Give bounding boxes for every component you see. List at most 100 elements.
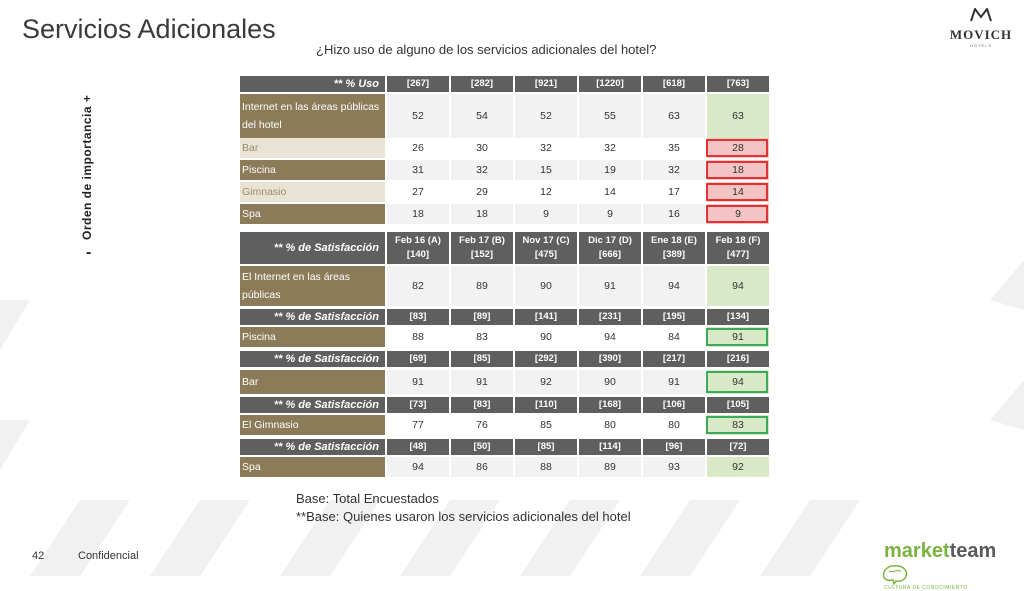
marketteam-tagline: CULTURA DE CONOCIMIENTO	[884, 585, 968, 591]
table-cell: 90	[513, 327, 577, 347]
table-cell: 83	[449, 327, 513, 347]
table-cell: 14	[577, 182, 641, 202]
background-stripes	[0, 260, 1024, 576]
satisfaction-header-row: ** % de Satisfacción [73] [83] [110] [16…	[240, 397, 769, 413]
importance-axis-minus: -	[86, 244, 92, 261]
table-cell: 88	[385, 327, 449, 347]
table-cell: 19	[577, 160, 641, 180]
row-label: Spa	[240, 457, 385, 477]
table-cell: [50]	[449, 439, 513, 455]
table-row: El Gimnasio 77 76 85 80 80 83	[240, 415, 769, 435]
table-cell: 55	[577, 94, 641, 138]
table-cell: 93	[641, 457, 705, 477]
table-cell: 94	[641, 266, 705, 306]
period-header: Feb 16 (A)[140]	[385, 232, 449, 264]
table-row: Bar 26 30 32 32 35 28	[240, 138, 769, 158]
satisfaction-header-label: ** % de Satisfacción	[240, 397, 385, 413]
table-cell: 63	[641, 94, 705, 138]
table-cell: 26	[385, 138, 449, 158]
table-cell: 91	[705, 327, 769, 347]
table-cell: [763]	[705, 76, 769, 92]
table-cell: [48]	[385, 439, 449, 455]
table-row: Gimnasio 27 29 12 14 17 14	[240, 182, 769, 202]
row-label: Bar	[240, 138, 385, 158]
period-header: Feb 17 (B)[152]	[449, 232, 513, 264]
table-cell: [292]	[513, 351, 577, 367]
table-cell: 18	[449, 204, 513, 224]
table-cell: 12	[513, 182, 577, 202]
table-cell: [85]	[449, 351, 513, 367]
table-cell: [267]	[385, 76, 449, 92]
movich-m-icon	[970, 6, 992, 22]
table-cell: 94	[705, 370, 769, 394]
table-cell: [168]	[577, 397, 641, 413]
table-row: Bar 91 91 92 90 91 94	[240, 370, 769, 394]
satisfaction-header-label: ** % de Satisfacción	[240, 351, 385, 367]
table-row: Spa 94 86 88 89 93 92	[240, 457, 769, 477]
movich-logo-name: MOVICH	[949, 27, 1013, 42]
table-cell: 52	[385, 94, 449, 138]
table-cell: 18	[385, 204, 449, 224]
table-cell: [134]	[705, 309, 769, 325]
base-note-users: **Base: Quienes usaron los servicios adi…	[296, 509, 631, 524]
table-cell: 94	[705, 266, 769, 306]
question-subtitle: ¿Hizo uso de alguno de los servicios adi…	[316, 42, 657, 57]
table-cell: 86	[449, 457, 513, 477]
table-cell: 32	[577, 138, 641, 158]
table-cell: 27	[385, 182, 449, 202]
table-cell: [114]	[577, 439, 641, 455]
table-cell: 80	[641, 415, 705, 435]
confidential-label: Confidencial	[78, 550, 139, 562]
satisfaction-header-row: ** % de Satisfacción [48] [50] [85] [114…	[240, 439, 769, 455]
table-cell: [106]	[641, 397, 705, 413]
table-row: Piscina 31 32 15 19 32 18	[240, 160, 769, 180]
table-cell: 82	[385, 266, 449, 306]
table-cell: 63	[705, 94, 769, 138]
satisfaction-header-label: ** % de Satisfacción	[240, 439, 385, 455]
table-cell: [72]	[705, 439, 769, 455]
table-cell: [105]	[705, 397, 769, 413]
table-cell: 76	[449, 415, 513, 435]
table-cell: 28	[705, 138, 769, 158]
table-cell: 85	[513, 415, 577, 435]
table-cell: 16	[641, 204, 705, 224]
table-cell: [195]	[641, 309, 705, 325]
table-cell: 18	[705, 160, 769, 180]
table-cell: 9	[705, 204, 769, 224]
row-label: El Gimnasio	[240, 415, 385, 435]
satisfaction-header-label: ** % de Satisfacción	[240, 232, 385, 264]
table-cell: 89	[577, 457, 641, 477]
movich-logo-sub: HOTELS	[969, 43, 992, 48]
table-cell: [89]	[449, 309, 513, 325]
table-cell: [921]	[513, 76, 577, 92]
table-cell: [83]	[385, 309, 449, 325]
table-cell: [83]	[449, 397, 513, 413]
table-cell: 89	[449, 266, 513, 306]
movich-logo: MOVICH HOTELS	[944, 6, 1018, 48]
table-cell: 52	[513, 94, 577, 138]
table-cell: 83	[705, 415, 769, 435]
page-number: 42	[32, 550, 45, 562]
table-cell: [69]	[385, 351, 449, 367]
table-cell: 32	[449, 160, 513, 180]
table-cell: [282]	[449, 76, 513, 92]
table-cell: 9	[577, 204, 641, 224]
table-cell: 92	[513, 370, 577, 394]
table-cell: 91	[449, 370, 513, 394]
table-row: Spa 18 18 9 9 16 9	[240, 204, 769, 224]
table-cell: 90	[577, 370, 641, 394]
importance-axis-label: Orden de importancia +	[80, 94, 94, 240]
table-cell: [618]	[641, 76, 705, 92]
table-cell: [141]	[513, 309, 577, 325]
table-row: El Internet en las áreas públicas 82 89 …	[240, 266, 769, 306]
table-row: Internet en las áreas públicas del hotel…	[240, 94, 769, 138]
table-cell: 30	[449, 138, 513, 158]
table-cell: 92	[705, 457, 769, 477]
table-cell: [217]	[641, 351, 705, 367]
table-cell: [110]	[513, 397, 577, 413]
table-cell: 88	[513, 457, 577, 477]
table-row: Piscina 88 83 90 94 84 91	[240, 327, 769, 347]
table-cell: 31	[385, 160, 449, 180]
row-label: Piscina	[240, 327, 385, 347]
table-cell: 77	[385, 415, 449, 435]
